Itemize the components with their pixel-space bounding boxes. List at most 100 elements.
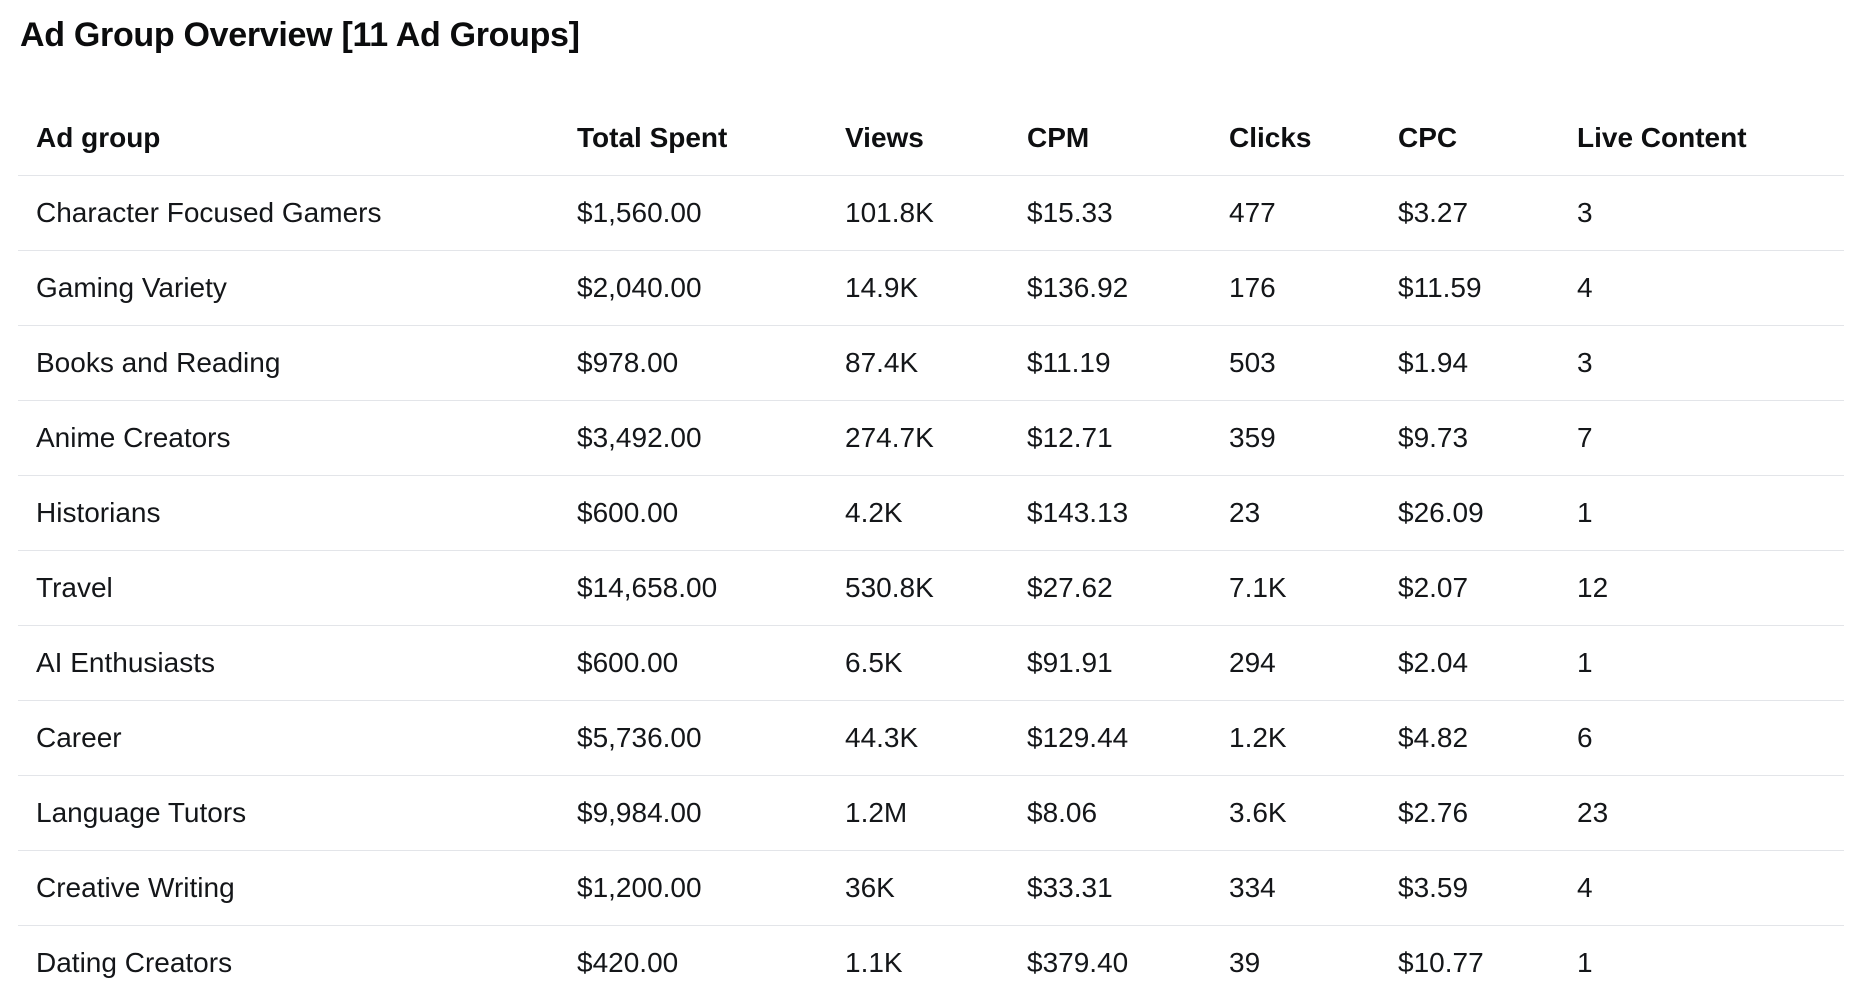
table-row: Books and Reading $978.00 87.4K $11.19 5… — [18, 326, 1844, 401]
cell-views: 1.2M — [845, 797, 908, 828]
cell-clicks: 3.6K — [1229, 797, 1287, 828]
cell-ad-group: Career — [36, 722, 122, 753]
cell-clicks: 39 — [1229, 947, 1261, 978]
table-row: Gaming Variety $2,040.00 14.9K $136.92 1… — [18, 251, 1844, 326]
cell-cpm: $91.91 — [1027, 647, 1113, 678]
cell-views: 87.4K — [845, 347, 919, 378]
cell-total-spent: $978.00 — [577, 347, 679, 378]
table-row: Historians $600.00 4.2K $143.13 23 $26.0… — [18, 476, 1844, 551]
cell-cpc: $2.04 — [1398, 647, 1469, 678]
cell-cpc: $3.27 — [1398, 197, 1469, 228]
cell-total-spent: $1,560.00 — [577, 197, 702, 228]
table-row: AI Enthusiasts $600.00 6.5K $91.91 294 $… — [18, 626, 1844, 701]
cell-views: 274.7K — [845, 422, 934, 453]
cell-cpc: $10.77 — [1398, 947, 1484, 978]
column-header-clicks: Clicks — [1229, 122, 1312, 153]
cell-total-spent: $600.00 — [577, 497, 679, 528]
table-row: Creative Writing $1,200.00 36K $33.31 33… — [18, 851, 1844, 926]
cell-cpc: $2.76 — [1398, 797, 1469, 828]
cell-live-content: 1 — [1577, 497, 1593, 528]
cell-cpm: $129.44 — [1027, 722, 1129, 753]
table-row: Language Tutors $9,984.00 1.2M $8.06 3.6… — [18, 776, 1844, 851]
cell-views: 530.8K — [845, 572, 934, 603]
cell-live-content: 1 — [1577, 647, 1593, 678]
cell-total-spent: $5,736.00 — [577, 722, 702, 753]
page-title: Ad Group Overview [11 Ad Groups] — [20, 16, 580, 54]
cell-views: 1.1K — [845, 947, 903, 978]
cell-total-spent: $420.00 — [577, 947, 679, 978]
cell-live-content: 6 — [1577, 722, 1593, 753]
cell-views: 6.5K — [845, 647, 903, 678]
column-header-cpc: CPC — [1398, 122, 1458, 153]
cell-live-content: 1 — [1577, 947, 1593, 978]
cell-cpm: $15.33 — [1027, 197, 1113, 228]
cell-total-spent: $3,492.00 — [577, 422, 702, 453]
cell-total-spent: $9,984.00 — [577, 797, 702, 828]
column-header-cpm: CPM — [1027, 122, 1090, 153]
cell-ad-group: Dating Creators — [36, 947, 233, 978]
cell-clicks: 7.1K — [1229, 572, 1287, 603]
cell-live-content: 12 — [1577, 572, 1609, 603]
table-header-row: Ad group Total Spent Views CPM Clicks CP… — [18, 101, 1844, 176]
table-row: Career $5,736.00 44.3K $129.44 1.2K $4.8… — [18, 701, 1844, 776]
cell-clicks: 334 — [1229, 872, 1276, 903]
table-row: Travel $14,658.00 530.8K $27.62 7.1K $2.… — [18, 551, 1844, 626]
cell-cpc: $1.94 — [1398, 347, 1469, 378]
cell-ad-group: Travel — [36, 572, 113, 603]
cell-ad-group: Language Tutors — [36, 797, 247, 828]
column-header-live-content: Live Content — [1577, 122, 1747, 153]
cell-cpm: $27.62 — [1027, 572, 1113, 603]
cell-cpm: $8.06 — [1027, 797, 1098, 828]
cell-total-spent: $2,040.00 — [577, 272, 702, 303]
cell-clicks: 359 — [1229, 422, 1276, 453]
cell-ad-group: Gaming Variety — [36, 272, 227, 303]
cell-live-content: 3 — [1577, 347, 1593, 378]
cell-clicks: 1.2K — [1229, 722, 1287, 753]
cell-live-content: 23 — [1577, 797, 1609, 828]
cell-cpm: $11.19 — [1027, 347, 1111, 378]
cell-cpm: $12.71 — [1027, 422, 1113, 453]
cell-live-content: 7 — [1577, 422, 1593, 453]
ad-group-table: Ad group Total Spent Views CPM Clicks CP… — [18, 101, 1844, 1000]
cell-live-content: 3 — [1577, 197, 1593, 228]
cell-cpc: $11.59 — [1398, 272, 1482, 303]
cell-cpm: $136.92 — [1027, 272, 1129, 303]
cell-cpm: $143.13 — [1027, 497, 1129, 528]
cell-ad-group: Character Focused Gamers — [36, 197, 382, 228]
cell-live-content: 4 — [1577, 872, 1593, 903]
cell-ad-group: Creative Writing — [36, 872, 235, 903]
cell-ad-group: Anime Creators — [36, 422, 231, 453]
cell-cpc: $9.73 — [1398, 422, 1469, 453]
cell-clicks: 477 — [1229, 197, 1276, 228]
column-header-ad-group: Ad group — [36, 122, 161, 153]
cell-cpc: $26.09 — [1398, 497, 1484, 528]
cell-cpc: $4.82 — [1398, 722, 1469, 753]
cell-cpm: $33.31 — [1027, 872, 1113, 903]
cell-views: 36K — [845, 872, 895, 903]
cell-clicks: 294 — [1229, 647, 1276, 678]
cell-live-content: 4 — [1577, 272, 1593, 303]
cell-views: 44.3K — [845, 722, 919, 753]
cell-total-spent: $600.00 — [577, 647, 679, 678]
cell-views: 101.8K — [845, 197, 934, 228]
column-header-views: Views — [845, 122, 924, 153]
table-row: Anime Creators $3,492.00 274.7K $12.71 3… — [18, 401, 1844, 476]
cell-clicks: 503 — [1229, 347, 1276, 378]
table-body: Character Focused Gamers $1,560.00 101.8… — [18, 176, 1844, 1000]
column-header-total-spent: Total Spent — [577, 122, 728, 153]
cell-views: 14.9K — [845, 272, 919, 303]
cell-cpc: $2.07 — [1398, 572, 1469, 603]
cell-total-spent: $1,200.00 — [577, 872, 702, 903]
cell-clicks: 23 — [1229, 497, 1261, 528]
cell-cpm: $379.40 — [1027, 947, 1129, 978]
cell-cpc: $3.59 — [1398, 872, 1469, 903]
cell-clicks: 176 — [1229, 272, 1276, 303]
cell-ad-group: Historians — [36, 497, 161, 528]
cell-total-spent: $14,658.00 — [577, 572, 718, 603]
cell-ad-group: Books and Reading — [36, 347, 281, 378]
cell-ad-group: AI Enthusiasts — [36, 647, 215, 678]
table-row: Character Focused Gamers $1,560.00 101.8… — [18, 176, 1844, 251]
cell-views: 4.2K — [845, 497, 903, 528]
table-row: Dating Creators $420.00 1.1K $379.40 39 … — [18, 926, 1844, 1000]
